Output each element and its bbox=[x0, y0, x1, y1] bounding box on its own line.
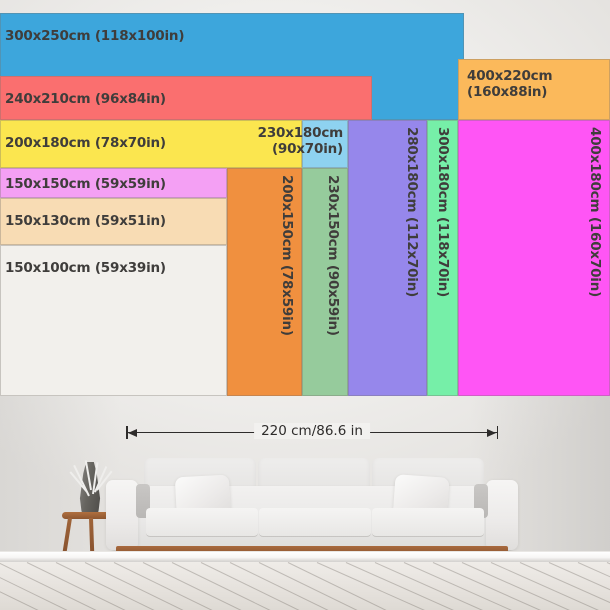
size-rect-label-300x180: 300x180cm (118x70in) bbox=[435, 127, 451, 298]
size-rect-label-400x220: 400x220cm (160x88in) bbox=[467, 68, 553, 100]
floor-plank bbox=[374, 562, 513, 610]
floor-plank bbox=[345, 562, 484, 610]
size-rect-230x150[interactable]: 230x150cm (90x59in) bbox=[302, 168, 348, 396]
floor-plank bbox=[432, 562, 571, 610]
dimension-arrow-right-icon bbox=[487, 428, 496, 437]
floor-plank bbox=[403, 562, 542, 610]
sofa-arm-left bbox=[106, 480, 138, 550]
size-rect-230x180[interactable]: 230x180cm (90x70in) bbox=[258, 120, 348, 168]
sofa-seat-cushion bbox=[146, 508, 258, 537]
size-rect-200x150[interactable]: 200x150cm (78x59in) bbox=[227, 168, 302, 396]
sofa-arm-right bbox=[486, 480, 518, 550]
size-rect-200x180[interactable]: 200x180cm (78x70in) bbox=[0, 120, 302, 168]
rug-size-chart: 300x250cm (118x100in) 400x220cm (160x88in… bbox=[0, 13, 610, 396]
baseboard bbox=[0, 551, 610, 564]
size-rect-300x180[interactable]: 300x180cm (118x70in) bbox=[427, 120, 458, 396]
size-rect-label-240x210: 240x210cm (96x84in) bbox=[5, 91, 166, 107]
sofa-wood-rail bbox=[116, 546, 508, 555]
size-rect-150x100[interactable]: 150x100cm (59x39in) bbox=[0, 245, 227, 396]
size-rect-label-200x180: 200x180cm (78x70in) bbox=[5, 135, 166, 151]
dimension-label: 220 cm/86.6 in bbox=[254, 423, 370, 439]
side-table bbox=[59, 512, 124, 571]
dimension-end-cap-left bbox=[126, 426, 128, 439]
sofa-seat-cushion bbox=[259, 508, 371, 537]
floor-plank bbox=[461, 562, 600, 610]
wood-floor bbox=[0, 562, 610, 610]
size-rect-label-150x130: 150x130cm (59x51in) bbox=[5, 213, 166, 229]
size-rect-150x150[interactable]: 150x150cm (59x59in) bbox=[0, 168, 227, 198]
size-rect-label-400x180: 400x180cm (160x70in) bbox=[587, 127, 603, 298]
three-seater-sofa bbox=[106, 458, 518, 579]
size-rect-label-230x150: 230x150cm (90x59in) bbox=[325, 175, 341, 336]
size-rect-label-200x150: 200x150cm (78x59in) bbox=[279, 175, 295, 336]
size-rect-label-300x250: 300x250cm (118x100in) bbox=[5, 28, 185, 44]
size-rect-280x180[interactable]: 280x180cm (112x70in) bbox=[348, 120, 427, 396]
size-rect-label-280x180: 280x180cm (112x70in) bbox=[404, 127, 420, 298]
size-rect-400x220[interactable]: 400x220cm (160x88in) bbox=[458, 59, 610, 120]
size-rect-150x130[interactable]: 150x130cm (59x51in) bbox=[0, 198, 227, 245]
dimension-arrow-left-icon bbox=[128, 428, 137, 437]
size-rect-label-150x100: 150x100cm (59x39in) bbox=[5, 260, 166, 276]
size-rect-400x180[interactable]: 400x180cm (160x70in) bbox=[458, 120, 610, 396]
size-rect-label-230x180: 230x180cm (90x70in) bbox=[257, 125, 344, 157]
floor-plank bbox=[0, 562, 105, 610]
sofa-seat-cushion bbox=[372, 508, 484, 537]
size-rect-240x210[interactable]: 240x210cm (96x84in) bbox=[0, 76, 372, 120]
side-table-top bbox=[62, 512, 120, 519]
size-rect-label-150x150: 150x150cm (59x59in) bbox=[5, 176, 166, 192]
sofa-width-dimension: 220 cm/86.6 in bbox=[126, 423, 498, 440]
dimension-end-cap-right bbox=[496, 426, 498, 439]
